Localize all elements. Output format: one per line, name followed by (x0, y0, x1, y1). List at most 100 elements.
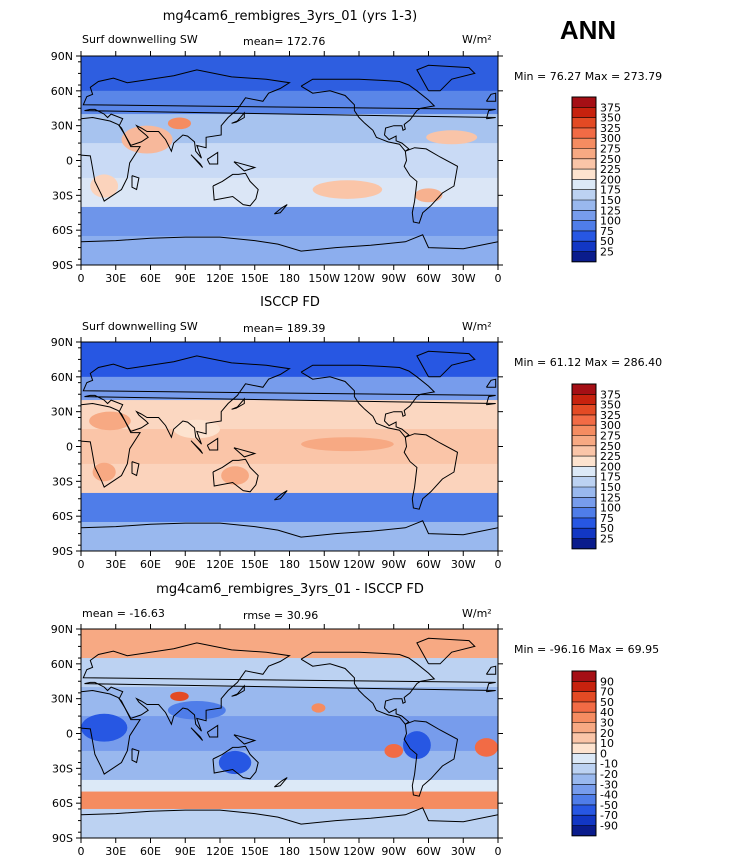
lat-tick-label: 0 (66, 155, 73, 168)
lat-tick-label: 30S (52, 762, 73, 775)
coastline (300, 78, 436, 152)
colorbar-swatch (572, 825, 596, 837)
coastline (190, 727, 204, 741)
coastline (233, 161, 257, 172)
coastline (403, 147, 459, 224)
colorbar-label: 200 (600, 460, 621, 473)
colorbar-label: 30 (600, 717, 614, 730)
field-anomaly (92, 462, 116, 482)
field-band (81, 629, 498, 659)
field-anomaly (167, 700, 226, 720)
field-anomaly (474, 738, 498, 757)
colorbar-label: 350 (600, 399, 621, 412)
field-anomaly (167, 117, 192, 130)
coastline (403, 433, 459, 510)
colorbar-label: 0 (600, 747, 607, 760)
field-anomaly (426, 130, 478, 145)
lon-tick-label: 150W (308, 558, 340, 571)
field-band (81, 658, 498, 688)
field-anomaly (121, 125, 173, 154)
coastline (300, 651, 436, 725)
colorbar-swatch (572, 169, 596, 180)
colorbar-swatch (572, 815, 596, 826)
field-band (81, 716, 498, 752)
field-band (81, 235, 498, 265)
coastline (485, 378, 497, 388)
field-anomaly (90, 174, 119, 198)
colorbar-swatch (572, 97, 596, 108)
colorbar-swatch (572, 722, 596, 734)
lon-tick-label: 120E (206, 272, 234, 285)
colorbar-swatch (572, 671, 596, 682)
coastline (81, 807, 498, 825)
colorbar-label: 275 (600, 430, 621, 443)
field-band (81, 791, 498, 810)
lon-tick-label: 90E (175, 845, 196, 858)
lon-tick-label: 120E (206, 845, 234, 858)
coastline (403, 720, 459, 797)
coastline (485, 665, 497, 675)
lon-tick-label: 90W (381, 845, 406, 858)
colorbar-swatch (572, 528, 596, 539)
coastline (131, 461, 140, 477)
colorbar-swatch (572, 179, 596, 190)
lat-tick-label: 90S (52, 545, 73, 558)
colorbar-swatch (572, 200, 596, 211)
colorbar-swatch (572, 230, 596, 242)
colorbar-label: 50 (600, 235, 614, 248)
colorbar-swatch (572, 466, 596, 477)
colorbar-label: 300 (600, 419, 621, 432)
colorbar-label: 50 (600, 696, 614, 709)
map-field (81, 629, 498, 838)
lat-tick-label: 90N (51, 50, 73, 63)
lon-tick-label: 30E (105, 272, 126, 285)
field-band (81, 90, 498, 115)
panel-left-label: Surf downwelling SW (82, 320, 198, 333)
colorbar-swatch (572, 210, 596, 221)
field-band (81, 521, 498, 551)
panel-title: mg4cam6_rembigres_3yrs_01 (yrs 1-3) (163, 9, 417, 24)
colorbar-swatch (572, 404, 596, 416)
colorbar-swatch (572, 435, 596, 447)
coastline (231, 397, 245, 410)
lon-tick-label: 120E (206, 558, 234, 571)
lon-tick-label: 150W (308, 845, 340, 858)
colorbar-label: 25 (600, 246, 614, 259)
panel-minmax: Min = -96.16 Max = 69.95 (514, 643, 659, 656)
colorbar-label: 325 (600, 122, 621, 135)
colorbar-label: 70 (600, 686, 614, 699)
lon-tick-label: 120W (343, 558, 375, 571)
colorbar-label: 10 (600, 737, 614, 750)
lat-tick-label: 90S (52, 259, 73, 272)
lon-tick-label: 30W (451, 558, 476, 571)
colorbar-swatch (572, 127, 596, 139)
lat-tick-label: 90S (52, 832, 73, 845)
panel-unit-label: W/m² (462, 33, 492, 46)
colorbar-swatch (572, 445, 596, 457)
coastline (212, 745, 259, 780)
panel-title: ISCCP FD (260, 295, 320, 310)
coastline (231, 111, 245, 124)
colorbar-label: 25 (600, 533, 614, 546)
lat-tick-label: 30N (51, 693, 73, 706)
lon-tick-label: 180 (279, 558, 300, 571)
colorbar-swatch (572, 507, 596, 519)
lat-tick-label: 60S (52, 797, 73, 810)
field-band (81, 376, 498, 401)
colorbar-swatch (572, 538, 596, 550)
coastline (233, 447, 257, 458)
lon-tick-label: 150E (241, 272, 269, 285)
coastline (206, 437, 219, 451)
field-anomaly (311, 703, 326, 713)
coastline (274, 490, 288, 501)
lon-tick-label: 150E (241, 845, 269, 858)
coastline (82, 69, 496, 159)
field-anomaly (170, 691, 189, 701)
lon-tick-label: 60W (416, 845, 441, 858)
field-band (81, 687, 498, 717)
colorbar-label: -40 (600, 789, 618, 802)
colorbar-swatch (572, 701, 596, 713)
panel-mean-label: mean= 189.39 (243, 322, 325, 335)
coastline (274, 777, 288, 788)
